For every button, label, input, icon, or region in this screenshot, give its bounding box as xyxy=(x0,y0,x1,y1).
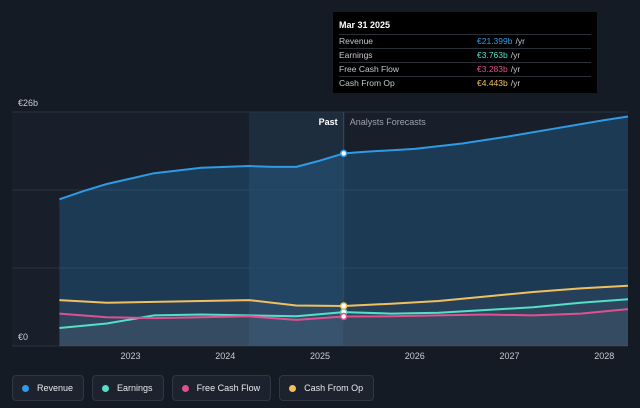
legend-earnings-button[interactable]: Earnings xyxy=(92,375,164,401)
y-tick-label: €26b xyxy=(18,98,38,108)
past-label: Past xyxy=(319,117,338,127)
legend-dot-icon xyxy=(22,384,29,392)
tooltip-row: Earnings €3.763b/yr xyxy=(339,48,591,62)
x-tick-label: 2027 xyxy=(500,351,520,361)
tooltip-row-label: Cash From Op xyxy=(339,78,395,88)
past-highlight-band xyxy=(248,112,344,346)
revenue-marker xyxy=(339,149,348,158)
legend-dot-icon xyxy=(102,384,110,392)
tooltip-row-unit: /yr xyxy=(510,78,521,88)
tooltip-row-label: Revenue xyxy=(339,36,374,46)
tooltip-row-unit: /yr xyxy=(510,64,521,74)
cash-from-op-marker xyxy=(339,302,348,310)
legend-dot-icon xyxy=(289,384,297,392)
legend-label: Earnings xyxy=(117,383,153,393)
forecast-label: Analysts Forecasts xyxy=(350,117,427,127)
tooltip-date: Mar 31 2025 xyxy=(339,20,391,30)
tooltip-row-unit: /yr xyxy=(510,50,521,60)
y-tick-label: €0 xyxy=(18,332,28,342)
legend-label: Free Cash Flow xyxy=(196,383,261,393)
legend-cash-from-op-button[interactable]: Cash From Op xyxy=(279,375,375,401)
legend-label: Revenue xyxy=(37,383,74,393)
revenue-line xyxy=(59,115,629,201)
x-tick-label: 2025 xyxy=(310,351,330,361)
x-tick-label: 2028 xyxy=(594,351,614,361)
tooltip-row-unit: /yr xyxy=(515,36,525,46)
tooltip-row-value: €4.443b xyxy=(477,78,508,88)
x-tick-label: 2024 xyxy=(215,351,235,361)
tooltip-row-value: €3.763b xyxy=(477,50,508,60)
legend-revenue-button[interactable]: Revenue xyxy=(12,375,85,401)
legend-free-cash-flow-button[interactable]: Free Cash Flow xyxy=(171,375,272,401)
tooltip-row: Free Cash Flow €3.283b/yr xyxy=(339,62,591,76)
tooltip-row-value: €21.399b xyxy=(477,36,513,46)
x-tick-label: 2026 xyxy=(405,351,425,361)
legend-dot-icon xyxy=(181,384,189,392)
legend: Revenue Earnings Free Cash Flow Cash From O… xyxy=(12,375,382,401)
tooltip-row: Cash From Op €4.443b/yr xyxy=(339,76,591,90)
legend-label: Cash From Op xyxy=(304,383,364,393)
tooltip-row-label: Earnings xyxy=(339,50,373,60)
tooltip-row-value: €3.283b xyxy=(477,64,508,74)
data-tooltip: Mar 31 2025 Revenue €21.399b/yr Earnings €3… xyxy=(333,12,597,93)
tooltip-row-label: Free Cash Flow xyxy=(339,64,399,74)
x-tick-label: 2023 xyxy=(120,351,140,361)
tooltip-row: Revenue €21.399b/yr xyxy=(339,34,591,48)
free-cash-flow-marker xyxy=(339,312,348,321)
